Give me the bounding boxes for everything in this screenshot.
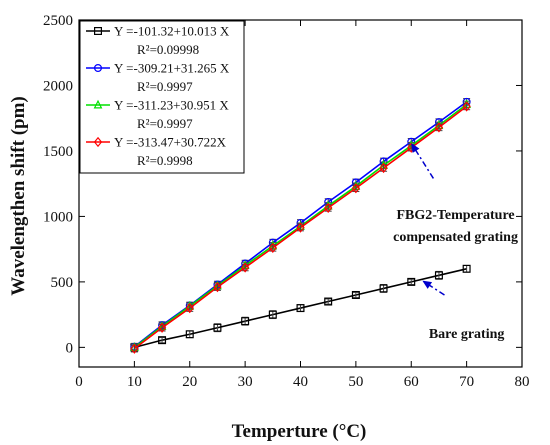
data-point (213, 323, 222, 332)
data-point (324, 297, 333, 306)
x-tick-label: 70 (459, 374, 474, 390)
data-point (407, 277, 416, 286)
y-tick-label: 1000 (43, 209, 73, 225)
annotation-arrow (421, 279, 445, 296)
data-point (93, 27, 102, 36)
data-point (462, 264, 471, 273)
legend-equation: Y =-101.32+10.013 X (114, 24, 230, 39)
series-bare (130, 264, 471, 352)
x-tick-label: 0 (75, 374, 83, 390)
data-point (213, 281, 222, 293)
data-point (93, 136, 103, 148)
annotation-label: FBG2-Temperature (396, 208, 514, 223)
data-point (240, 262, 250, 273)
y-tick-label: 500 (51, 275, 74, 291)
data-point (93, 63, 102, 72)
annotation-arrowhead (422, 280, 433, 289)
x-axis-title: Temperture (°C) (232, 421, 367, 442)
annotation-arrowhead (411, 143, 420, 153)
data-point (351, 290, 360, 299)
data-point (462, 101, 471, 112)
legend-item-blue: Y =-309.21+31.265 X R²=0.9997 (86, 61, 230, 94)
legend: Y =-101.32+10.013 X R²=0.09998 Y =-309.21+… (79, 20, 245, 174)
y-tick-label: 2000 (43, 78, 73, 94)
data-point (158, 336, 167, 345)
data-point (296, 222, 305, 233)
legend-equation: Y =-309.21+31.265 X (114, 61, 230, 76)
annotations: FBG2-Temperature compensated grating Bare … (393, 142, 518, 342)
legend-equation: Y =-313.47+30.722X (114, 135, 227, 150)
x-tick-label: 50 (348, 374, 363, 390)
legend-item-red: Y =-313.47+30.722X R²=0.9998 (86, 135, 227, 168)
legend-box (79, 20, 245, 174)
x-tick-label: 30 (238, 374, 253, 390)
series-layer (130, 97, 471, 354)
x-tick-label: 10 (127, 374, 142, 390)
x-tick-label: 60 (404, 374, 419, 390)
x-tick-label: 40 (293, 374, 308, 390)
y-tick-label: 2500 (43, 13, 73, 29)
data-point (379, 162, 388, 174)
legend-r-squared: R²=0.9997 (137, 116, 193, 131)
annotation-label: compensated grating (393, 230, 518, 245)
data-point (241, 317, 250, 326)
y-axis-title: Wavelengthen shift (pm) (8, 96, 29, 296)
data-point (185, 302, 194, 314)
error-bar (324, 298, 332, 305)
data-point (185, 330, 194, 339)
legend-r-squared: R²=0.9997 (137, 79, 193, 94)
annotation-label: Bare grating (429, 327, 505, 342)
y-tick-label: 1500 (43, 144, 73, 160)
error-bar (352, 291, 360, 299)
y-tick-label: 0 (66, 340, 74, 356)
x-tick-label: 20 (182, 374, 197, 390)
legend-item-green: Y =-311.23+30.951 X R²=0.9997 (86, 98, 229, 131)
data-point (324, 202, 333, 214)
data-point (434, 271, 443, 280)
legend-item-bare: Y =-101.32+10.013 X R²=0.09998 (86, 24, 230, 57)
data-point (379, 284, 388, 293)
error-bar (158, 337, 166, 344)
x-tick-label: 80 (515, 374, 530, 390)
data-point (93, 99, 103, 109)
annotation-bare: Bare grating (421, 279, 505, 342)
data-point (296, 304, 305, 313)
legend-r-squared: R²=0.09998 (137, 42, 199, 57)
data-point (157, 322, 167, 333)
legend-r-squared: R²=0.9998 (137, 153, 193, 168)
axes-layer: 0 10 20 30 40 50 60 70 80 0 500 1000 1500 2000 2500 (43, 13, 530, 390)
data-point (268, 242, 277, 253)
data-point (130, 343, 139, 354)
data-point (268, 310, 277, 319)
annotation-fbg2: FBG2-Temperature compensated grating (393, 142, 518, 245)
legend-equation: Y =-311.23+30.951 X (114, 98, 229, 113)
data-point (434, 122, 444, 133)
error-bar (407, 278, 415, 286)
data-point (351, 183, 361, 194)
